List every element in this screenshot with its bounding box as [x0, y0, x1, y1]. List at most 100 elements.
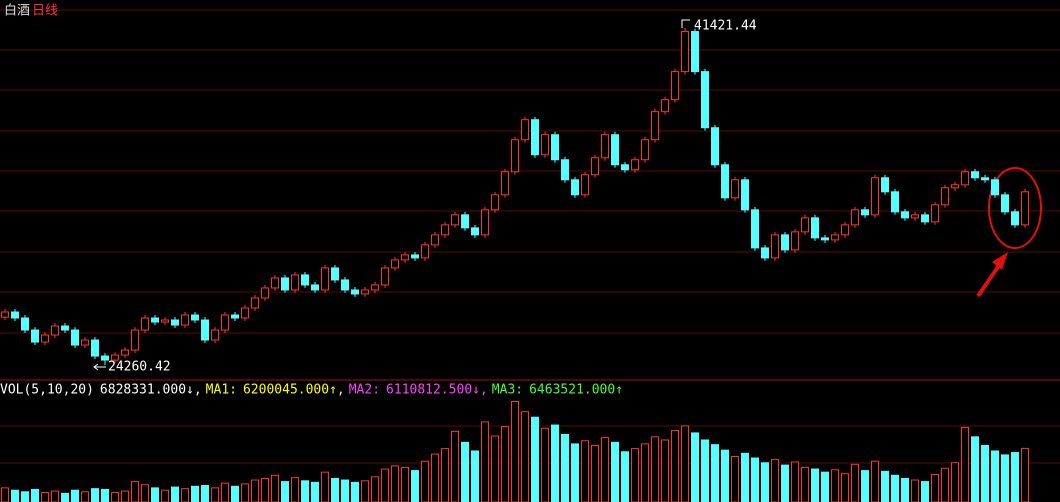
- candle-body: [501, 171, 509, 196]
- candle-body: [951, 184, 959, 189]
- volume-bar: [921, 481, 929, 502]
- legend-name: MA3:: [492, 383, 523, 398]
- highlight-arrow: [976, 262, 1002, 298]
- volume-bar: [881, 470, 889, 502]
- candle-body: [551, 134, 559, 161]
- legend-value: 6463521.000↑: [529, 383, 623, 398]
- candle-body: [781, 234, 789, 251]
- candle-body: [71, 329, 79, 346]
- volume-bar: [811, 468, 819, 502]
- candle-body: [811, 217, 819, 239]
- candle-body: [931, 204, 939, 223]
- candle-body: [561, 159, 569, 181]
- candle-body: [771, 234, 779, 259]
- volume-bar: [311, 481, 319, 502]
- volume-bar: [401, 466, 409, 502]
- volume-bar: [271, 474, 279, 502]
- volume-bar: [681, 425, 689, 502]
- volume-bar: [701, 439, 709, 502]
- volume-bar: [491, 435, 499, 502]
- candle-body: [371, 284, 379, 291]
- legend-value: 6828331.000↓,: [100, 383, 202, 398]
- volume-bar: [631, 448, 639, 502]
- volume-bar: [621, 451, 629, 502]
- candle-body: [661, 99, 669, 113]
- volume-bar: [141, 484, 149, 502]
- candle-body: [191, 314, 199, 321]
- candle-body: [421, 244, 429, 259]
- candle-body: [621, 164, 629, 171]
- volume-bar: [611, 441, 619, 502]
- volume-bar: [241, 483, 249, 502]
- candle-body: [141, 317, 149, 331]
- candle-body: [181, 314, 189, 326]
- candle-body: [331, 267, 339, 281]
- volume-bar: [331, 477, 339, 502]
- candle-body: [721, 164, 729, 199]
- candle-body: [351, 289, 359, 295]
- candle-body: [591, 157, 599, 176]
- volume-bar: [981, 444, 989, 502]
- volume-bar: [841, 473, 849, 502]
- volume-bar: [421, 460, 429, 502]
- volume-bar: [321, 471, 329, 502]
- volume-bar: [581, 440, 589, 502]
- candle-body: [11, 311, 19, 319]
- high-label: 41421.44: [694, 19, 757, 34]
- volume-bar: [191, 485, 199, 502]
- candle-body: [361, 289, 369, 295]
- volume-bar: [591, 444, 599, 502]
- candle-body: [271, 277, 279, 289]
- candle-body: [681, 31, 689, 73]
- candle-body: [801, 217, 809, 233]
- candle-body: [81, 339, 89, 346]
- candle-body: [321, 267, 329, 291]
- volume-bar: [251, 479, 259, 502]
- candle-body: [541, 134, 549, 156]
- volume-bar: [151, 487, 159, 502]
- candle-body: [111, 354, 119, 361]
- volume-bar: [941, 467, 949, 502]
- volume-bar: [41, 492, 49, 502]
- volume-bar: [541, 427, 549, 502]
- volume-bar: [441, 448, 449, 502]
- volume-bar: [1021, 447, 1029, 502]
- volume-bar: [731, 455, 739, 502]
- volume-bar: [361, 480, 369, 502]
- volume-bar: [951, 462, 959, 502]
- candle-body: [291, 274, 299, 291]
- volume-bar: [471, 450, 479, 502]
- candle-body: [471, 227, 479, 236]
- candle-body: [491, 194, 499, 211]
- candle-body: [461, 214, 469, 229]
- candle-body: [731, 179, 739, 199]
- candle-body: [521, 119, 529, 141]
- candle-body: [61, 325, 69, 331]
- volume-bar: [741, 452, 749, 502]
- volume-bar: [661, 439, 669, 502]
- volume-bar: [561, 433, 569, 502]
- volume-bar: [51, 490, 59, 502]
- volume-bar: [31, 488, 39, 502]
- volume-bar: [931, 474, 939, 502]
- candle-body: [961, 171, 969, 186]
- period-label: 日线: [32, 4, 58, 19]
- volume-bar: [201, 485, 209, 502]
- volume-bar: [571, 443, 579, 502]
- candle-body: [631, 159, 639, 171]
- volume-bar: [791, 461, 799, 502]
- candle-body: [1001, 194, 1009, 213]
- volume-bar: [91, 488, 99, 502]
- candle-body: [261, 287, 269, 299]
- volume-bar: [901, 477, 909, 502]
- volume-bar: [121, 490, 129, 502]
- volume-bar: [531, 416, 539, 502]
- candle-body: [251, 297, 259, 309]
- volume-bar: [511, 400, 519, 502]
- candle-body: [101, 355, 109, 361]
- volume-bar: [821, 471, 829, 502]
- candle-body: [791, 231, 799, 251]
- volume-bar: [381, 468, 389, 502]
- highlight-arrowhead: [992, 252, 1008, 270]
